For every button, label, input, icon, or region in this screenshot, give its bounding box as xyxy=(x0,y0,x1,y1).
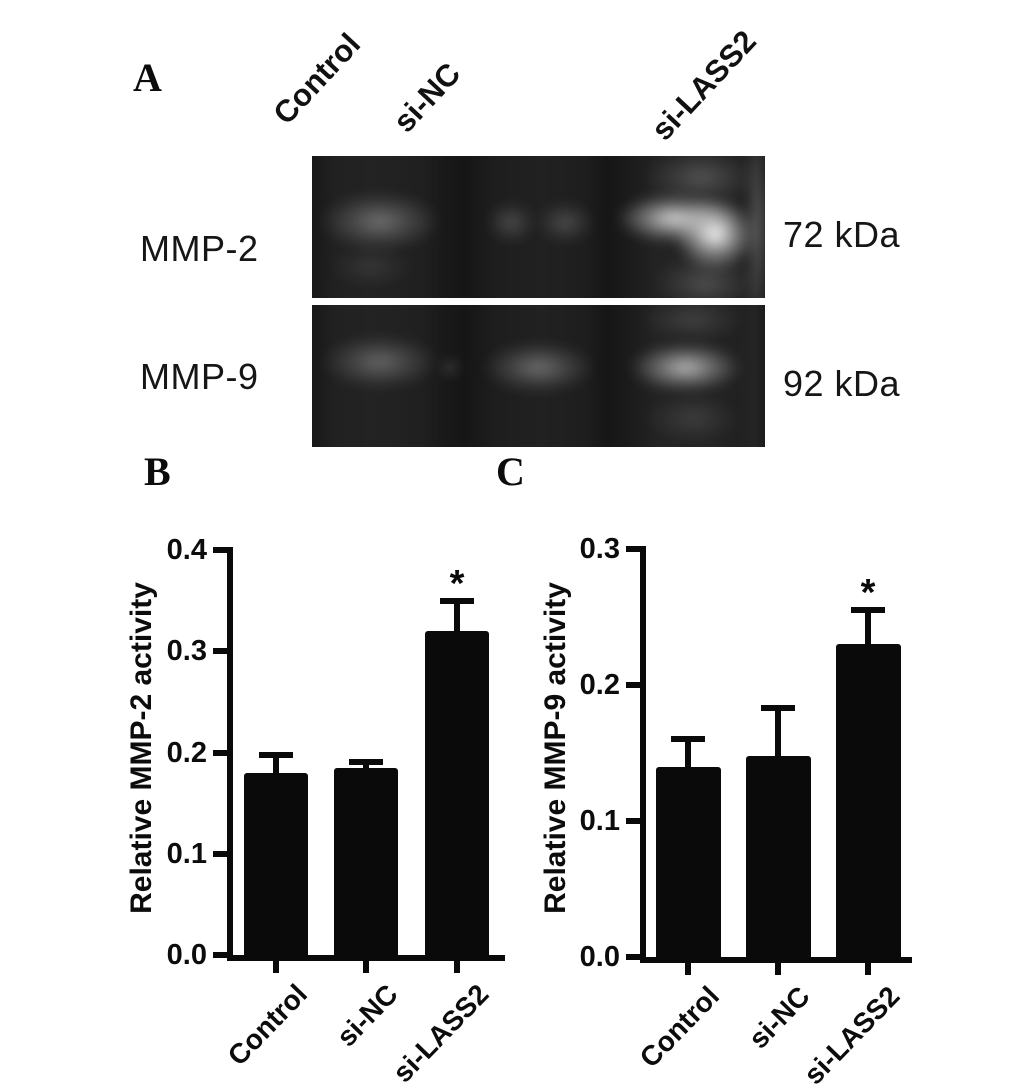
bar-si-lass2 xyxy=(835,644,901,957)
y-tick-label: 0.0 xyxy=(579,941,620,973)
y-axis-title-mmp2: Relative MMP-2 activity xyxy=(125,582,158,914)
error-bar-stem xyxy=(685,739,691,769)
y-axis-line xyxy=(640,546,646,963)
y-tick xyxy=(213,547,233,553)
gel-band xyxy=(642,156,761,206)
error-bar-stem xyxy=(454,600,460,633)
gel-band xyxy=(536,201,596,245)
gel-band xyxy=(325,245,417,289)
gel-band xyxy=(321,334,439,389)
bar-si-lass2 xyxy=(425,631,489,955)
x-tick xyxy=(273,961,279,973)
y-tick xyxy=(213,850,233,857)
error-bar-cap xyxy=(349,758,383,765)
weight-label-92kda: 92 kDa xyxy=(783,363,901,404)
x-tick xyxy=(865,963,871,975)
gel-band xyxy=(629,343,743,392)
gel-strip-mmp2 xyxy=(312,156,765,298)
bar-control xyxy=(655,766,721,957)
x-category-label: si-NC xyxy=(742,980,816,1055)
y-tick xyxy=(213,648,233,655)
error-bar-cap xyxy=(761,705,795,712)
y-tick xyxy=(626,546,646,552)
gel-band xyxy=(638,305,747,341)
y-tick xyxy=(213,952,233,958)
y-tick xyxy=(213,749,233,756)
lane-label-si-lass2: si-LASS2 xyxy=(644,23,763,148)
gel-band xyxy=(481,341,596,394)
y-tick xyxy=(626,682,646,688)
y-tick xyxy=(626,818,646,824)
gel-band xyxy=(642,393,743,444)
y-tick-label: 0.3 xyxy=(579,533,620,565)
y-axis-line xyxy=(227,547,233,961)
row-label-mmp9: MMP-9 xyxy=(140,356,259,397)
error-bar-cap xyxy=(671,736,705,743)
panel-a: A Control si-NC si-LASS2 MMP-2 MMP-9 72 … xyxy=(0,0,1033,470)
gel-band xyxy=(439,357,461,378)
gel-band xyxy=(615,194,734,243)
x-category-label: Control xyxy=(634,980,726,1074)
x-category-label: si-LASS2 xyxy=(797,980,906,1088)
x-category-label: Control xyxy=(222,978,314,1072)
error-bar-cap xyxy=(851,607,885,614)
x-axis-line xyxy=(227,955,505,961)
panel-b-letter: B xyxy=(144,449,171,494)
error-bar-cap xyxy=(259,751,293,758)
significance-asterisk: * xyxy=(860,572,876,615)
gel-band xyxy=(651,255,761,298)
x-category-label: si-LASS2 xyxy=(386,978,495,1088)
x-tick xyxy=(454,961,460,973)
panel-a-letter: A xyxy=(133,55,162,100)
y-axis-title-mmp9: Relative MMP-9 activity xyxy=(539,582,572,914)
gel-strip-mmp9 xyxy=(312,305,765,447)
y-tick-label: 0.0 xyxy=(166,939,207,971)
error-bar-stem xyxy=(273,754,279,775)
weight-label-72kda: 72 kDa xyxy=(783,214,901,255)
gel-band xyxy=(746,156,765,298)
x-category-label: si-NC xyxy=(330,978,404,1053)
bar-control xyxy=(244,772,308,955)
error-bar-stem xyxy=(865,610,871,647)
lane-label-control: Control xyxy=(266,26,368,132)
significance-asterisk: * xyxy=(449,562,465,605)
x-tick xyxy=(363,961,369,973)
gel-band xyxy=(674,197,756,271)
row-label-mmp2: MMP-2 xyxy=(140,228,259,269)
y-tick xyxy=(626,954,646,960)
error-bar-cap xyxy=(440,597,474,604)
gel-band xyxy=(486,201,537,245)
error-bar-stem xyxy=(775,708,781,758)
x-axis-line xyxy=(640,957,912,963)
x-tick xyxy=(775,963,781,975)
y-tick-label: 0.4 xyxy=(166,534,207,566)
panel-c-letter: C xyxy=(496,449,525,494)
error-bar-stem xyxy=(363,761,369,770)
lane-label-si-nc: si-NC xyxy=(386,55,468,139)
x-tick xyxy=(685,963,691,975)
bar-si-nc xyxy=(334,767,398,955)
bar-si-nc xyxy=(745,755,811,957)
gel-band xyxy=(318,191,442,252)
